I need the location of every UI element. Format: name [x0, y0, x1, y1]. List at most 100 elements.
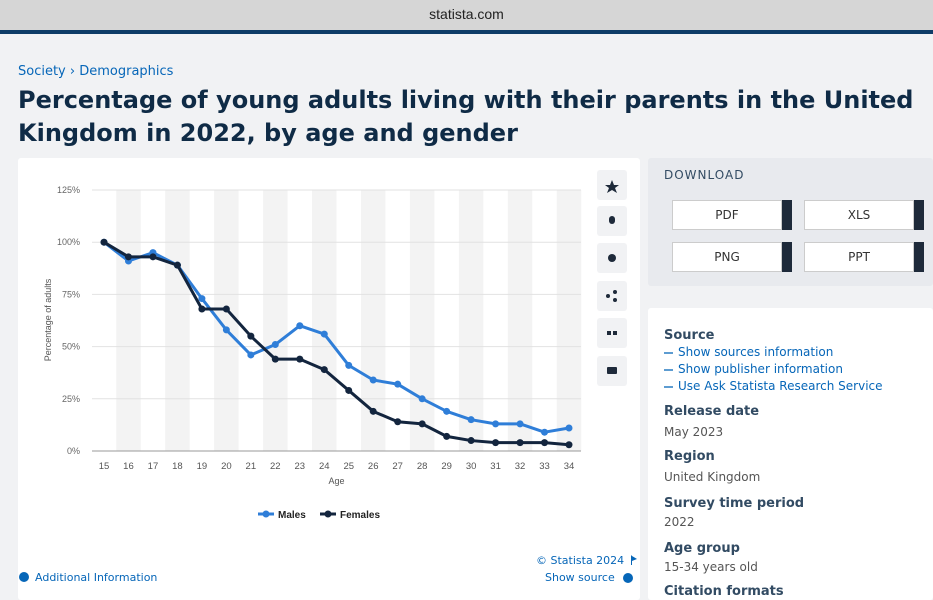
- point: [247, 332, 255, 340]
- x-tick-label: 28: [417, 461, 428, 472]
- point: [443, 407, 451, 415]
- url[interactable]: statista.com: [429, 6, 504, 22]
- point: [418, 395, 426, 403]
- band-shade: [263, 190, 288, 451]
- point: [198, 295, 206, 303]
- point: [565, 441, 573, 449]
- quote-icon: [607, 331, 611, 335]
- plus[interactable]: [914, 200, 924, 230]
- y-tick-label: 50%: [62, 342, 80, 352]
- x-tick-label: 17: [148, 461, 159, 472]
- legend-marker: [262, 510, 270, 518]
- point: [369, 407, 377, 415]
- x-tick-label: 15: [99, 461, 110, 472]
- x-tick-label: 18: [172, 461, 183, 472]
- y-tick-label: 25%: [62, 394, 80, 404]
- bell-icon: [609, 216, 615, 224]
- x-tick-label: 20: [221, 461, 232, 472]
- point: [541, 439, 549, 447]
- plus[interactable]: [782, 242, 792, 272]
- copyright[interactable]: © Statista 2024: [536, 554, 625, 567]
- download-button[interactable]: XLS: [804, 200, 914, 230]
- share-icon: [606, 294, 610, 298]
- flag-icon: [631, 555, 637, 565]
- additional-info[interactable]: Additional Information: [35, 571, 158, 584]
- y-tick-label: 100%: [57, 237, 80, 247]
- point: [369, 376, 377, 384]
- point: [418, 420, 426, 428]
- share-icon: [613, 290, 617, 294]
- series-line: [103, 240, 570, 447]
- plus[interactable]: [782, 200, 792, 230]
- x-tick-label: 26: [368, 461, 379, 472]
- point: [492, 439, 500, 447]
- icon-button[interactable]: [597, 281, 627, 311]
- point: [222, 326, 230, 334]
- detail-value: 15-34 years old: [664, 560, 758, 574]
- detail-value: May 2023: [664, 425, 724, 439]
- x-tick-label: 31: [490, 461, 501, 472]
- detail-value: 2022: [664, 515, 695, 529]
- band-shade: [507, 190, 533, 451]
- x-tick-label: 30: [466, 461, 477, 472]
- legend-label: Males: [278, 510, 306, 521]
- download-heading: DOWNLOAD: [664, 168, 745, 182]
- info-icon: [623, 573, 633, 583]
- detail-value: United Kingdom: [664, 470, 761, 484]
- band-shade: [556, 190, 582, 451]
- download-button[interactable]: PNG: [672, 242, 782, 272]
- source-heading: Source: [664, 328, 715, 343]
- show-source[interactable]: Show source: [545, 571, 615, 584]
- icon-button[interactable]: [597, 318, 627, 348]
- browser-bar: [0, 0, 933, 34]
- band-shade: [312, 190, 337, 451]
- point: [100, 238, 108, 246]
- y-tick-label: 0%: [67, 446, 80, 456]
- band-shade: [165, 190, 190, 451]
- detail-label: Age group: [664, 541, 740, 556]
- point: [271, 355, 279, 363]
- x-axis-label: Age: [328, 476, 344, 486]
- point: [516, 420, 524, 428]
- point: [443, 432, 451, 440]
- point: [149, 253, 157, 261]
- point: [124, 253, 132, 261]
- download-button[interactable]: PDF: [672, 200, 782, 230]
- x-tick-label: 23: [295, 461, 306, 472]
- detail-label: Citation formats: [664, 584, 784, 599]
- x-tick-label: 21: [246, 461, 257, 472]
- x-tick-label: 32: [515, 461, 526, 472]
- arrows: [664, 352, 673, 388]
- y-tick-label: 75%: [62, 289, 80, 299]
- point: [320, 330, 328, 338]
- icons: [19, 170, 673, 583]
- point: [222, 305, 230, 313]
- detail-label: Region: [664, 449, 715, 464]
- point: [320, 366, 328, 374]
- point: [541, 428, 549, 436]
- y-tick-label: 125%: [57, 185, 80, 195]
- point: [492, 420, 500, 428]
- legend-marker: [324, 510, 332, 518]
- point: [247, 351, 255, 359]
- point: [516, 439, 524, 447]
- x-tick-label: 29: [441, 461, 452, 472]
- point: [271, 341, 279, 349]
- point: [296, 322, 304, 330]
- print-icon: [607, 367, 617, 374]
- download-button[interactable]: PPT: [804, 242, 914, 272]
- source-link[interactable]: Show publisher information: [678, 362, 843, 376]
- point: [173, 261, 181, 269]
- source-link[interactable]: Show sources information: [678, 345, 834, 359]
- band-shade: [409, 190, 435, 451]
- point: [394, 380, 402, 388]
- point: [345, 386, 353, 394]
- detail-label: Survey time period: [664, 496, 805, 511]
- plus[interactable]: [914, 242, 924, 272]
- y-axis-label: Percentage of adults: [43, 278, 53, 361]
- band-shade: [458, 190, 484, 451]
- source-link[interactable]: Use Ask Statista Research Service: [678, 379, 883, 393]
- breadcrumb[interactable]: Society › Demographics: [18, 64, 174, 79]
